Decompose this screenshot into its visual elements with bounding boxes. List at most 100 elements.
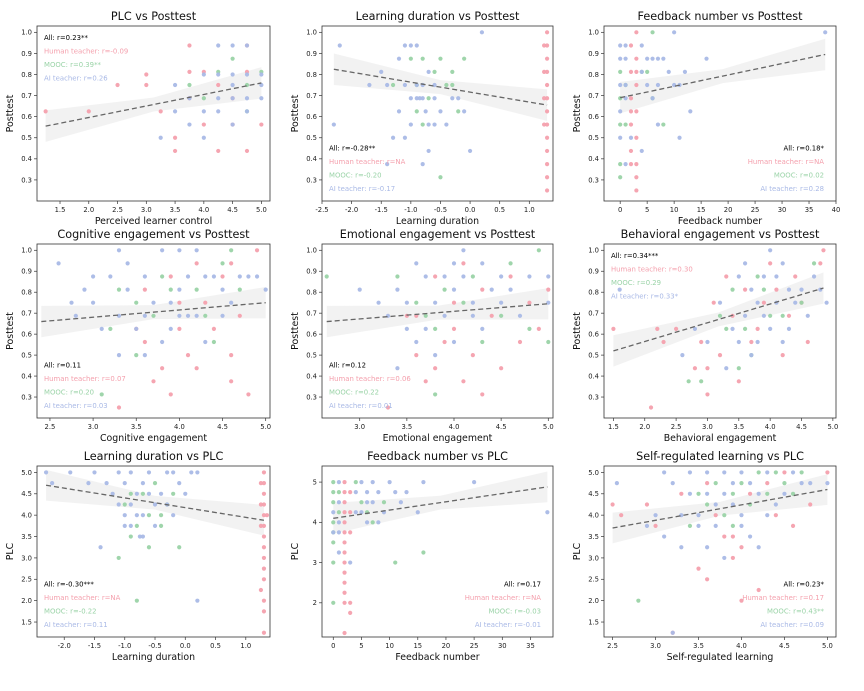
mooc-data-point xyxy=(331,520,336,525)
human-data-point xyxy=(342,530,347,535)
ai-data-point xyxy=(99,326,104,332)
x-tick-label: 25 xyxy=(470,642,479,650)
y-tick-label: 0.6 xyxy=(306,113,317,121)
human-data-point xyxy=(696,566,701,571)
ai-data-point xyxy=(730,502,735,507)
ai-data-point xyxy=(395,366,400,371)
x-tick-label: 3.5 xyxy=(401,423,412,431)
ai-data-point xyxy=(808,481,813,486)
ai-data-point xyxy=(687,491,693,496)
y-tick-label: 0.3 xyxy=(588,176,599,184)
ai-data-point xyxy=(177,313,182,318)
ai-data-point xyxy=(470,313,475,318)
chart-title: Behavioral engagement vs Posttest xyxy=(621,228,820,241)
ai-data-point xyxy=(645,56,650,61)
ai-data-point xyxy=(747,481,753,486)
y-axis-label: PLC xyxy=(572,542,583,560)
x-tick-label: 2.5 xyxy=(607,642,618,650)
ai-data-point xyxy=(670,481,675,486)
human-data-point xyxy=(527,300,532,305)
ai-data-point xyxy=(472,479,477,485)
y-axis-label: Posttest xyxy=(572,312,583,350)
ai-data-point xyxy=(461,248,466,253)
mooc-data-point xyxy=(546,339,551,345)
ai-data-point xyxy=(517,313,523,318)
ai-data-point xyxy=(379,69,384,74)
x-tick-label: 4.5 xyxy=(217,423,228,431)
ai-data-point xyxy=(194,313,199,318)
ai-data-point xyxy=(433,300,438,305)
mooc-data-point xyxy=(444,82,449,88)
ai-data-point xyxy=(263,287,268,292)
ai-data-point xyxy=(414,96,419,101)
human-data-point xyxy=(782,470,787,475)
human-data-point xyxy=(261,630,267,635)
human-data-point xyxy=(717,353,723,358)
human-data-point xyxy=(634,82,639,88)
ai-data-point xyxy=(768,326,773,332)
human-data-point xyxy=(342,570,347,575)
human-data-point xyxy=(705,577,710,582)
mooc-data-point xyxy=(461,300,466,305)
ai-data-point xyxy=(331,510,336,515)
ai-data-point xyxy=(246,274,251,279)
ai-data-point xyxy=(336,479,342,485)
human-data-point xyxy=(634,175,639,180)
x-tick-label: 2.0 xyxy=(83,206,94,214)
y-tick-label: 0.9 xyxy=(21,268,32,276)
ai-data-point xyxy=(336,520,342,525)
y-tick-label: 0.4 xyxy=(588,372,599,380)
ai-data-point xyxy=(390,135,396,140)
mooc-data-point xyxy=(108,326,113,332)
ai-data-point xyxy=(244,96,250,101)
y-tick-label: 2.5 xyxy=(21,576,32,584)
human-data-point xyxy=(414,353,419,358)
human-data-point xyxy=(203,300,208,305)
ai-data-point xyxy=(618,109,623,114)
ai-data-point xyxy=(623,162,628,167)
mooc-data-point xyxy=(768,313,773,318)
human-data-point xyxy=(542,69,547,74)
trend-line xyxy=(41,302,266,323)
human-data-point xyxy=(634,162,639,167)
human-data-point xyxy=(544,109,550,114)
x-tick-label: 4.0 xyxy=(198,206,209,214)
y-tick-label: 0.8 xyxy=(21,289,32,297)
mooc-data-point xyxy=(152,481,158,486)
y-tick-label: 1.0 xyxy=(21,247,32,255)
ai-data-point xyxy=(211,274,217,279)
mooc-data-point xyxy=(730,491,735,496)
ai-data-point xyxy=(470,300,475,305)
human-data-point xyxy=(755,326,760,332)
human-data-point xyxy=(342,500,347,505)
human-data-point xyxy=(261,566,267,571)
mooc-data-point xyxy=(782,481,787,486)
y-tick-label: 5.0 xyxy=(21,469,32,477)
human-data-point xyxy=(254,248,260,253)
mooc-data-point xyxy=(353,479,358,485)
ai-data-point xyxy=(662,470,667,475)
ai-data-point xyxy=(376,490,381,495)
ai-data-point xyxy=(423,109,428,114)
stat-label-human: Human teacher: r=0.07 xyxy=(44,375,126,383)
ai-data-point xyxy=(545,510,550,515)
mooc-data-point xyxy=(780,313,785,318)
x-axis-label: Feedback number xyxy=(678,216,762,227)
x-tick-label: 1.0 xyxy=(240,642,251,650)
ai-data-point xyxy=(426,122,431,127)
human-data-point xyxy=(773,513,778,518)
human-data-point xyxy=(628,148,634,154)
stat-label-all: All: r=0.18* xyxy=(784,145,825,153)
human-data-point xyxy=(348,600,353,605)
ai-data-point xyxy=(395,287,400,292)
ai-data-point xyxy=(259,72,264,77)
mooc-data-point xyxy=(414,109,419,114)
mooc-data-point xyxy=(755,274,760,279)
ai-data-point xyxy=(614,481,619,486)
x-tick-label: 3.0 xyxy=(141,206,152,214)
ai-data-point xyxy=(433,353,438,358)
ai-data-point xyxy=(402,43,408,48)
ai-data-point xyxy=(705,470,710,475)
ai-data-point xyxy=(824,300,829,305)
human-data-point xyxy=(172,135,178,140)
